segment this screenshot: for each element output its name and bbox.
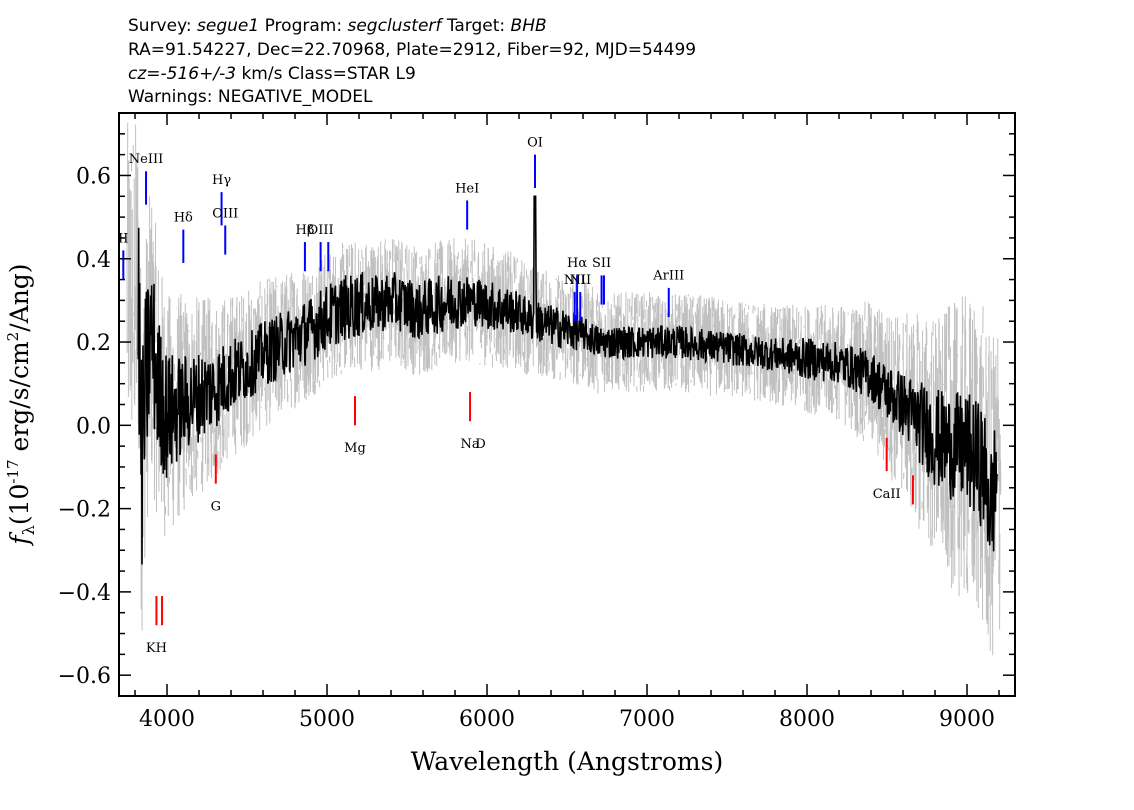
y-tick-label: −0.4 <box>58 581 111 606</box>
x-tick-label: 4000 <box>139 707 195 732</box>
y-axis-label: fλ(10-17 erg/s/cm2/Ang) <box>4 263 38 546</box>
emission-line-label-3: Hγ <box>212 173 231 188</box>
x-tick-label: 8000 <box>779 707 835 732</box>
y-tick-label: −0.2 <box>58 498 111 523</box>
emission-line-label-9: OI <box>527 135 543 150</box>
emission-line-label-6: OIII <box>308 223 334 238</box>
absorption-line-label-2: G <box>211 499 221 514</box>
x-axis-ticks: 4000 5000 6000 7000 8000 9000 <box>134 113 1000 732</box>
header-line-4: Warnings: NEGATIVE_MODEL <box>128 87 373 107</box>
emission-line-label-0: II <box>118 231 128 246</box>
emission-line-label-10: NII <box>564 273 586 288</box>
y-tick-label: 0.2 <box>76 331 111 356</box>
absorption-line-label-0: KH <box>146 641 167 656</box>
plot-area: IINeIIIHδHγOIIIHβOIIIHeIOINIIHαNIISIIArI… <box>118 122 1002 656</box>
target-label: Target: <box>446 16 505 36</box>
emission-line-label-4: OIII <box>212 206 238 221</box>
emission-line-label-13: SII <box>592 256 611 271</box>
header-line-2: RA=91.54227, Dec=22.70968, Plate=2912, F… <box>128 40 696 60</box>
spectral-lines: IINeIIIHδHγOIIIHβOIIIHeIOINIIHαNIISIIArI… <box>118 135 914 656</box>
emission-line-label-11: Hα <box>567 256 587 271</box>
flux-series <box>137 195 999 565</box>
absorption-line-label-4: Na <box>460 437 479 452</box>
emission-line-label-2: Hδ <box>174 210 193 225</box>
header: Survey: segue1 Program: segclusterf Targ… <box>128 16 696 107</box>
x-tick-label: 7000 <box>619 707 675 732</box>
class-text: Class=STAR L9 <box>288 64 416 84</box>
cz-value: -516+/-3 <box>161 64 237 84</box>
survey-label: Survey: <box>128 16 192 36</box>
absorption-line-label-5: D <box>475 437 485 452</box>
target-value: BHB <box>511 16 547 36</box>
emission-line-label-12: NII <box>569 273 591 288</box>
x-axis-label: Wavelength (Angstroms) <box>411 747 723 776</box>
y-tick-label: −0.6 <box>58 664 111 689</box>
x-tick-label: 9000 <box>939 707 995 732</box>
y-tick-label: 0.4 <box>76 248 111 273</box>
y-tick-label: 0.6 <box>76 164 111 189</box>
cz-units: km/s <box>241 64 282 84</box>
absorption-line-label-6: CaII <box>873 487 901 502</box>
emission-line-label-1: NeIII <box>129 152 163 167</box>
absorption-line-label-3: Mg <box>344 441 366 456</box>
header-line-3: cz=-516+/-3 km/s Class=STAR L9 <box>128 64 416 84</box>
y-axis-ticks: −0.6 −0.4 −0.2 0.0 0.2 0.4 0.6 <box>58 133 1015 689</box>
survey-value: segue1 <box>197 16 259 36</box>
program-value: segclusterf <box>347 16 444 36</box>
emission-line-label-5: Hβ <box>295 223 314 238</box>
y-tick-label: 0.0 <box>76 414 111 439</box>
x-tick-label: 5000 <box>299 707 355 732</box>
emission-line-label-15: ArIII <box>652 269 684 284</box>
emission-line-label-8: HeI <box>455 181 479 196</box>
x-tick-label: 6000 <box>459 707 515 732</box>
cz-label: cz= <box>128 64 161 84</box>
header-line-1: Survey: segue1 Program: segclusterf Targ… <box>128 16 547 36</box>
program-label: Program: <box>265 16 342 36</box>
